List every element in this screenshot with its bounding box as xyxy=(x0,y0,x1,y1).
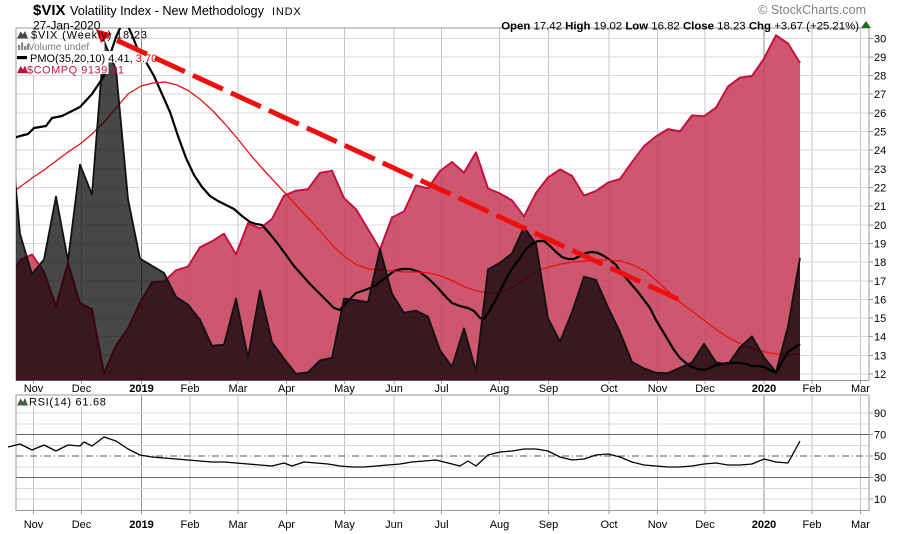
svg-text:2019: 2019 xyxy=(129,383,153,395)
svg-text:Oct: Oct xyxy=(600,383,617,395)
svg-text:26: 26 xyxy=(874,108,886,120)
svg-text:Nov: Nov xyxy=(648,519,668,531)
svg-text:Mar: Mar xyxy=(851,519,870,531)
svg-text:16: 16 xyxy=(874,294,886,306)
svg-text:Apr: Apr xyxy=(278,383,295,395)
svg-text:70: 70 xyxy=(874,430,886,442)
svg-text:INDX: INDX xyxy=(272,6,301,18)
svg-text:25: 25 xyxy=(874,127,886,139)
svg-text:14: 14 xyxy=(874,332,886,344)
svg-text:12: 12 xyxy=(874,369,886,381)
svg-text:29: 29 xyxy=(874,52,886,64)
svg-text:27-Jan-2020: 27-Jan-2020 xyxy=(33,19,101,33)
svg-text:50: 50 xyxy=(874,451,886,463)
svg-text:Dec: Dec xyxy=(72,519,92,531)
svg-text:Jun: Jun xyxy=(385,519,403,531)
svg-text:30: 30 xyxy=(874,473,886,485)
svg-text:© StockCharts.com: © StockCharts.com xyxy=(758,3,866,17)
svg-text:May: May xyxy=(334,519,355,531)
svg-text:Sep: Sep xyxy=(539,519,559,531)
svg-text:10: 10 xyxy=(874,494,886,506)
svg-text:Mar: Mar xyxy=(851,383,870,395)
svg-text:May: May xyxy=(334,383,355,395)
svg-text:2020: 2020 xyxy=(752,383,776,395)
svg-text:13: 13 xyxy=(874,350,886,362)
svg-text:20: 20 xyxy=(874,220,886,232)
svg-text:Aug: Aug xyxy=(490,519,510,531)
svg-text:23: 23 xyxy=(874,164,886,176)
svg-text:30: 30 xyxy=(874,33,886,45)
svg-text:Dec: Dec xyxy=(695,519,715,531)
svg-text:Oct: Oct xyxy=(600,519,617,531)
svg-text:2019: 2019 xyxy=(129,519,153,531)
svg-text:15: 15 xyxy=(874,313,886,325)
svg-text:90: 90 xyxy=(874,408,886,420)
svg-text:$COMPQ 9139.31: $COMPQ 9139.31 xyxy=(27,64,125,76)
svg-text:Nov: Nov xyxy=(648,383,668,395)
svg-text:PMO(35,20,10) 4.41, 3.70: PMO(35,20,10) 4.41, 3.70 xyxy=(30,53,157,65)
svg-text:Aug: Aug xyxy=(490,383,510,395)
svg-text:RSI(14) 61.68: RSI(14) 61.68 xyxy=(29,397,107,409)
svg-text:Volatility Index - New Methodo: Volatility Index - New Methodology xyxy=(70,4,265,18)
svg-text:Volume undef: Volume undef xyxy=(28,42,89,53)
svg-text:Mar: Mar xyxy=(229,519,248,531)
svg-text:Dec: Dec xyxy=(695,383,715,395)
svg-text:Feb: Feb xyxy=(181,519,200,531)
svg-text:18: 18 xyxy=(874,257,886,269)
svg-text:Feb: Feb xyxy=(803,519,822,531)
svg-text:19: 19 xyxy=(874,239,886,251)
svg-text:28: 28 xyxy=(874,71,886,83)
svg-text:21: 21 xyxy=(874,201,886,213)
svg-text:Jul: Jul xyxy=(434,383,448,395)
svg-text:Sep: Sep xyxy=(539,383,559,395)
svg-text:Feb: Feb xyxy=(181,383,200,395)
svg-text:Mar: Mar xyxy=(229,383,248,395)
svg-text:$VIX (Weekly) 18.23: $VIX (Weekly) 18.23 xyxy=(31,30,148,42)
svg-text:22: 22 xyxy=(874,183,886,195)
svg-text:Dec: Dec xyxy=(72,383,92,395)
svg-text:Apr: Apr xyxy=(278,519,295,531)
svg-text:$VIX: $VIX xyxy=(33,2,66,19)
svg-text:2020: 2020 xyxy=(752,519,776,531)
svg-text:17: 17 xyxy=(874,276,886,288)
svg-text:Jun: Jun xyxy=(385,383,403,395)
svg-text:Nov: Nov xyxy=(24,519,44,531)
svg-text:Feb: Feb xyxy=(803,383,822,395)
svg-text:Jul: Jul xyxy=(434,519,448,531)
svg-text:27: 27 xyxy=(874,89,886,101)
svg-text:Open 17.42 High 19.02 Low 16.8: Open 17.42 High 19.02 Low 16.82 Close 18… xyxy=(501,21,859,33)
svg-text:Nov: Nov xyxy=(24,383,44,395)
svg-text:24: 24 xyxy=(874,145,886,157)
